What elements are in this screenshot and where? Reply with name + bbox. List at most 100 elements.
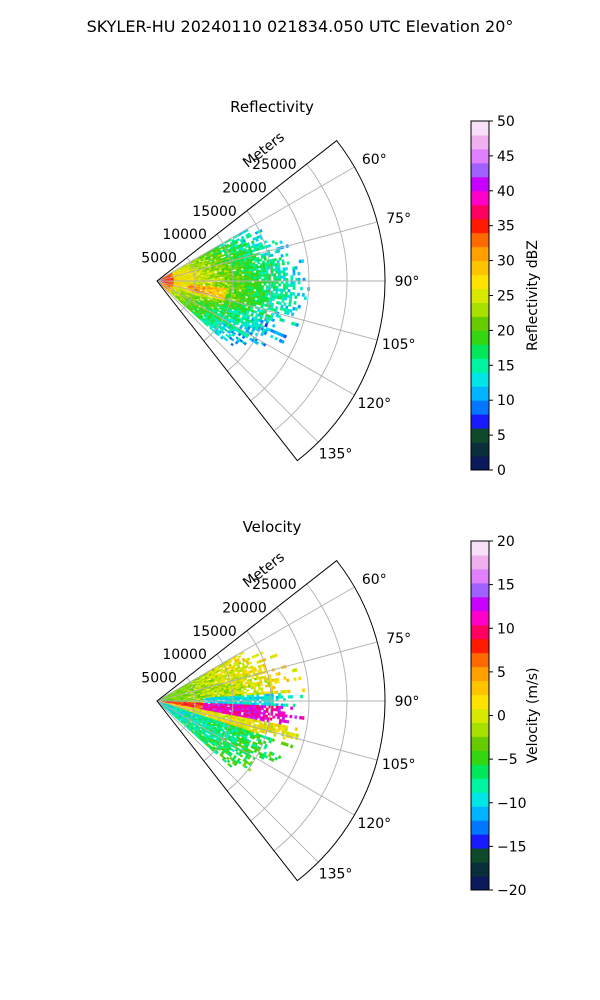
echo-cell xyxy=(282,272,286,276)
echo-cell xyxy=(278,283,282,287)
echo-cell xyxy=(276,729,281,733)
echo-cell xyxy=(261,274,264,277)
echo-cell xyxy=(214,269,217,272)
echo-cell xyxy=(250,686,254,690)
echo-cell xyxy=(223,712,227,715)
echo-cell xyxy=(251,694,255,698)
echo-cell xyxy=(217,698,221,700)
echo-cell xyxy=(246,276,250,280)
echo-cell xyxy=(297,271,301,276)
echo-cell xyxy=(202,698,206,701)
echo-cell xyxy=(285,703,289,707)
echo-cell xyxy=(243,677,248,681)
echo-cell xyxy=(241,697,245,700)
echo-cell xyxy=(263,271,267,275)
echo-cell xyxy=(277,267,281,272)
echo-cell xyxy=(261,703,264,706)
echo-cell xyxy=(249,276,252,280)
echo-cell xyxy=(294,295,298,299)
echo-cell xyxy=(277,671,281,676)
echo-cell xyxy=(261,718,265,722)
echo-cell xyxy=(276,716,281,720)
echo-cell xyxy=(278,273,281,277)
echo-cell xyxy=(233,267,237,270)
colorbar-tick-label: 10 xyxy=(497,393,515,409)
echo-cell xyxy=(285,283,289,287)
echo-cell xyxy=(188,283,191,285)
echo-cell xyxy=(290,706,294,710)
echo-cell xyxy=(253,282,257,286)
echo-cell xyxy=(283,676,287,680)
echo-cell xyxy=(234,277,238,280)
echo-cell xyxy=(299,286,303,291)
echo-cell xyxy=(273,288,276,292)
echo-cell xyxy=(256,694,260,698)
colorbar-swatch xyxy=(471,148,489,164)
echo-cell xyxy=(292,272,296,276)
colorbar-swatch xyxy=(471,162,489,178)
azimuth-spoke xyxy=(156,280,355,396)
echo-cell xyxy=(258,692,262,695)
echo-cell xyxy=(285,272,289,276)
echo-cell xyxy=(180,701,184,703)
echo-cell xyxy=(261,696,264,700)
echo-cell xyxy=(258,276,262,280)
echo-cell xyxy=(273,273,277,277)
echo-cell xyxy=(200,275,203,277)
colorbar-swatch xyxy=(471,218,489,234)
echo-cell xyxy=(285,253,289,257)
colorbar-tick-label: 5 xyxy=(497,428,506,444)
colorbar-swatch xyxy=(471,316,489,331)
colorbar-tick-label: 30 xyxy=(497,254,515,270)
echo-cell xyxy=(279,240,283,245)
echo-cell xyxy=(267,244,272,248)
echo-cell xyxy=(275,270,279,274)
colorbar-swatch xyxy=(471,274,489,290)
echo-cell xyxy=(204,287,208,290)
colorbar-label: Reflectivity dBZ xyxy=(525,240,541,351)
echo-cell xyxy=(275,695,279,699)
echo-cell xyxy=(227,703,230,706)
echo-cell xyxy=(256,702,260,706)
echo-cell xyxy=(263,276,267,280)
echo-cell xyxy=(283,283,286,287)
echo-cell xyxy=(195,698,199,700)
echo-cell xyxy=(275,690,279,694)
echo-cell xyxy=(293,677,297,682)
echo-cell xyxy=(248,234,252,238)
echo-cell xyxy=(301,259,305,264)
echo-cell xyxy=(287,689,291,694)
echo-cell xyxy=(271,240,276,244)
range-tick-label: 20000 xyxy=(222,180,267,196)
echo-cell xyxy=(263,705,267,709)
echo-cell xyxy=(276,249,281,253)
echo-cell xyxy=(236,697,240,700)
echo-cell xyxy=(272,268,276,272)
echo-cell xyxy=(271,323,276,328)
echo-cell xyxy=(283,703,286,707)
echo-cell xyxy=(253,696,257,700)
echo-cell xyxy=(287,695,291,699)
echo-cell xyxy=(260,271,264,275)
echo-cell xyxy=(284,296,288,301)
velocity-echo-field xyxy=(158,651,306,772)
echo-cell xyxy=(274,336,279,341)
echo-cell xyxy=(272,685,276,690)
colorbar-tick-label: 45 xyxy=(497,149,515,165)
echo-cell xyxy=(285,689,289,694)
range-tick-label: 15000 xyxy=(192,204,237,220)
echo-cell xyxy=(253,303,257,307)
echo-cell xyxy=(235,240,239,245)
echo-cell xyxy=(256,282,260,286)
echo-cell xyxy=(282,270,286,274)
echo-cell xyxy=(244,277,247,280)
echo-cell xyxy=(297,304,301,309)
colorbar-swatch xyxy=(471,428,489,443)
echo-cell xyxy=(214,690,218,693)
echo-cell xyxy=(239,697,243,700)
echo-cell xyxy=(274,756,279,761)
echo-cell xyxy=(178,703,182,705)
echo-cell xyxy=(281,299,285,303)
echo-cell xyxy=(263,283,267,286)
echo-cell xyxy=(303,296,307,301)
